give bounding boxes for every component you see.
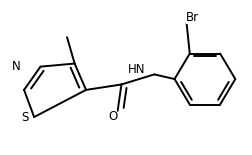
Text: Br: Br bbox=[185, 11, 198, 24]
Text: HN: HN bbox=[128, 63, 145, 76]
Text: O: O bbox=[108, 110, 117, 123]
Text: S: S bbox=[21, 111, 28, 124]
Text: N: N bbox=[12, 60, 21, 73]
